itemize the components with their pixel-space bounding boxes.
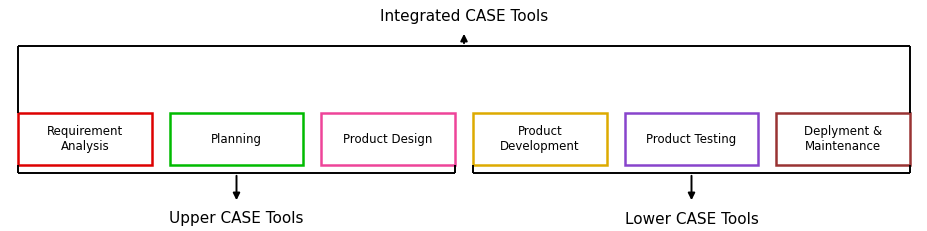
FancyBboxPatch shape [170,113,303,165]
Text: Integrated CASE Tools: Integrated CASE Tools [379,9,548,24]
Text: Planning: Planning [210,133,261,146]
Text: Requirement
Analysis: Requirement Analysis [46,125,122,153]
FancyBboxPatch shape [776,113,909,165]
Text: Lower CASE Tools: Lower CASE Tools [624,212,757,227]
Text: Product Testing: Product Testing [646,133,736,146]
Text: Deplyment &
Maintenance: Deplyment & Maintenance [803,125,882,153]
Text: Upper CASE Tools: Upper CASE Tools [169,212,303,227]
FancyBboxPatch shape [473,113,606,165]
FancyBboxPatch shape [624,113,757,165]
Text: Product
Development: Product Development [500,125,579,153]
FancyBboxPatch shape [18,113,151,165]
FancyBboxPatch shape [321,113,454,165]
Text: Product Design: Product Design [343,133,432,146]
